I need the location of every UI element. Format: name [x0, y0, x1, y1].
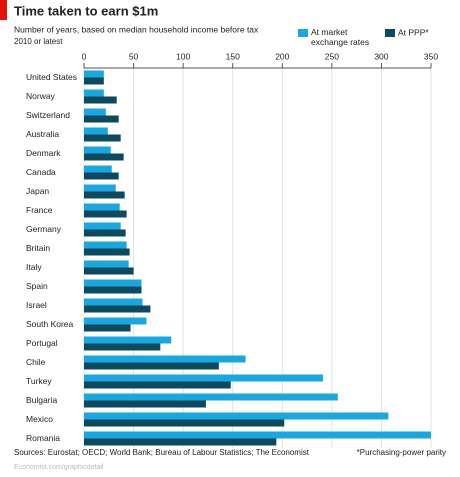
y-tick-label: Spain: [26, 281, 48, 291]
bar: [84, 317, 147, 325]
y-tick-label: Portugal: [26, 338, 58, 348]
chart-subtitle: 2010 or latest: [14, 37, 63, 46]
bar: [84, 146, 111, 154]
bar: [84, 431, 431, 439]
bar: [84, 77, 104, 85]
legend-swatch: [298, 29, 308, 37]
y-tick-label: Bulgaria: [26, 395, 57, 405]
y-tick-label: Australia: [26, 129, 59, 139]
x-tick-label: 50: [129, 51, 139, 61]
bar: [84, 343, 161, 351]
y-tick-label: Norway: [26, 91, 56, 101]
bar: [84, 153, 124, 161]
bar: [84, 241, 127, 249]
bar: [84, 96, 117, 104]
y-tick-label: South Korea: [26, 319, 74, 329]
bar: [84, 267, 134, 275]
chart-subtitle: Number of years, based on median househo…: [14, 24, 259, 34]
y-tick-label: Canada: [26, 167, 56, 177]
y-tick-label: Britain: [26, 243, 50, 253]
y-tick-label: Denmark: [26, 148, 61, 158]
y-tick-label: Chile: [26, 357, 46, 367]
bar: [84, 203, 120, 211]
bar: [84, 286, 142, 294]
x-tick-label: 150: [226, 51, 240, 61]
bar: [84, 222, 121, 230]
bar: [84, 355, 246, 363]
bar: [84, 374, 323, 382]
y-tick-label: Italy: [26, 262, 42, 272]
y-tick-label: France: [26, 205, 53, 215]
credit: Economist.com/graphicdetail: [14, 464, 104, 471]
bar: [84, 324, 131, 332]
bar: [84, 381, 231, 389]
bar: [84, 229, 126, 237]
y-tick-label: Japan: [26, 186, 49, 196]
y-tick-label: Mexico: [26, 414, 53, 424]
y-tick-label: Romania: [26, 433, 60, 443]
bar: [84, 89, 104, 97]
y-tick-label: Switzerland: [26, 110, 70, 120]
bar: [84, 108, 106, 116]
y-tick-label: United States: [26, 72, 77, 82]
bar: [84, 115, 119, 123]
bar: [84, 127, 108, 135]
bar: [84, 165, 112, 173]
bar: [84, 412, 389, 420]
bar: [84, 184, 116, 192]
bar: [84, 419, 285, 427]
bar: [84, 393, 338, 401]
bar: [84, 172, 119, 180]
bar: [84, 70, 104, 78]
bar: [84, 248, 130, 256]
footnote: *Purchasing-power parity: [357, 448, 446, 457]
x-tick-label: 0: [82, 51, 87, 61]
bar: [84, 279, 142, 287]
bar: [84, 336, 172, 344]
y-tick-label: Israel: [26, 300, 47, 310]
bar: [84, 438, 277, 446]
y-tick-label: Turkey: [26, 376, 52, 386]
x-tick-label: 300: [374, 51, 388, 61]
brand-mark: [0, 0, 7, 20]
bar: [84, 134, 121, 142]
chart-title: Time taken to earn $1m: [14, 3, 158, 18]
source: Sources: Eurostat; OECD; World Bank; Bur…: [14, 448, 310, 457]
bar: [84, 362, 219, 370]
legend-label: At market exchange rates: [311, 27, 369, 47]
bar: [84, 298, 143, 306]
bar: [84, 260, 129, 268]
x-tick-label: 100: [176, 51, 190, 61]
bar: [84, 305, 151, 313]
legend-label: At PPP*: [398, 27, 429, 37]
bar: [84, 210, 127, 218]
x-tick-label: 250: [325, 51, 339, 61]
legend-swatch: [385, 29, 395, 37]
bar: [84, 191, 125, 199]
bar: [84, 400, 206, 408]
x-tick-label: 200: [275, 51, 289, 61]
y-tick-label: Germany: [26, 224, 62, 234]
x-tick-label: 350: [424, 51, 438, 61]
